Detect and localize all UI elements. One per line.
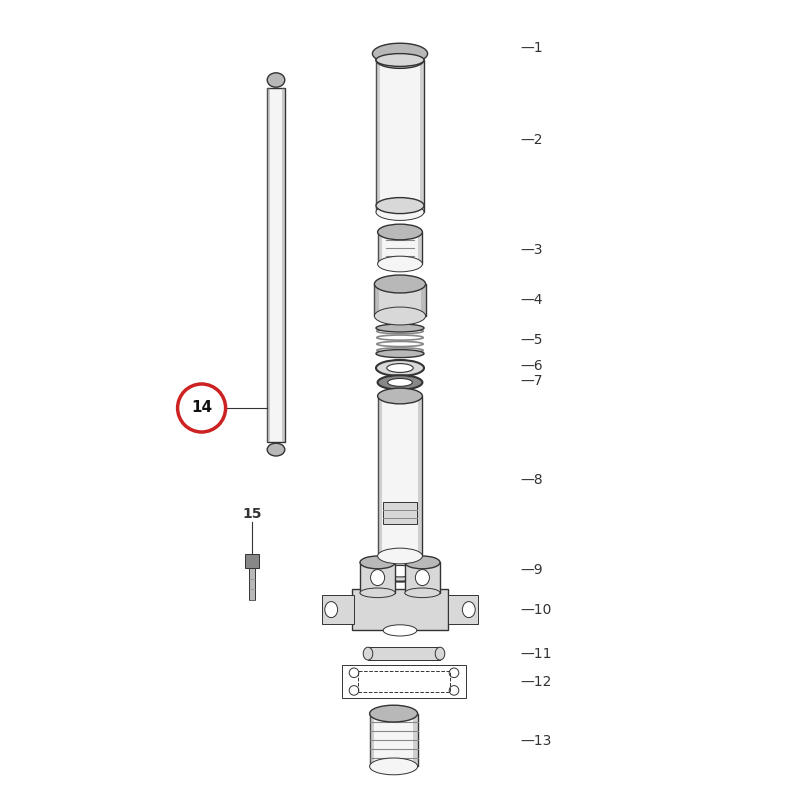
Bar bbox=[414, 714, 418, 766]
Bar bbox=[267, 88, 270, 442]
Bar bbox=[374, 284, 379, 316]
Bar bbox=[378, 396, 382, 556]
Text: —13: —13 bbox=[520, 734, 551, 748]
Ellipse shape bbox=[378, 375, 422, 390]
Bar bbox=[374, 284, 426, 316]
Ellipse shape bbox=[376, 44, 424, 60]
Bar bbox=[376, 60, 424, 212]
Ellipse shape bbox=[376, 54, 424, 66]
Ellipse shape bbox=[376, 198, 424, 214]
Bar bbox=[448, 595, 478, 624]
Bar bbox=[420, 60, 424, 212]
Ellipse shape bbox=[267, 73, 285, 87]
Ellipse shape bbox=[370, 706, 418, 722]
Text: —3: —3 bbox=[520, 242, 542, 257]
Ellipse shape bbox=[363, 647, 373, 660]
Bar bbox=[421, 284, 426, 316]
Ellipse shape bbox=[405, 556, 440, 569]
Ellipse shape bbox=[360, 588, 395, 598]
Ellipse shape bbox=[383, 566, 417, 577]
Bar bbox=[342, 665, 466, 698]
Ellipse shape bbox=[360, 556, 395, 569]
Bar bbox=[370, 714, 374, 766]
Bar bbox=[378, 232, 422, 264]
Ellipse shape bbox=[378, 548, 422, 564]
Bar bbox=[418, 396, 422, 556]
Text: —8: —8 bbox=[520, 473, 542, 487]
Text: —7: —7 bbox=[520, 374, 542, 388]
Text: —9: —9 bbox=[520, 563, 542, 578]
Text: —10: —10 bbox=[520, 602, 551, 617]
Bar bbox=[368, 647, 440, 660]
Bar bbox=[376, 60, 380, 212]
Ellipse shape bbox=[376, 51, 424, 69]
Ellipse shape bbox=[435, 647, 445, 660]
Ellipse shape bbox=[378, 224, 422, 240]
Ellipse shape bbox=[370, 561, 430, 582]
Text: —11: —11 bbox=[520, 646, 551, 661]
Ellipse shape bbox=[383, 625, 417, 636]
Ellipse shape bbox=[370, 570, 385, 586]
Text: —2: —2 bbox=[520, 133, 542, 147]
Bar bbox=[405, 562, 440, 593]
Ellipse shape bbox=[370, 758, 418, 774]
Ellipse shape bbox=[387, 363, 414, 372]
Ellipse shape bbox=[378, 388, 422, 404]
Bar bbox=[282, 88, 285, 442]
Ellipse shape bbox=[376, 324, 424, 332]
Bar bbox=[378, 396, 422, 556]
Ellipse shape bbox=[378, 256, 422, 272]
Text: —6: —6 bbox=[520, 358, 542, 373]
Ellipse shape bbox=[372, 43, 428, 64]
Text: —1: —1 bbox=[520, 41, 542, 55]
Text: 15: 15 bbox=[242, 506, 262, 521]
Text: —4: —4 bbox=[520, 293, 542, 307]
Ellipse shape bbox=[387, 48, 414, 56]
Bar bbox=[378, 232, 382, 264]
Ellipse shape bbox=[374, 275, 426, 293]
Ellipse shape bbox=[462, 602, 475, 618]
Bar bbox=[418, 232, 422, 264]
Ellipse shape bbox=[325, 602, 338, 618]
Bar bbox=[358, 671, 450, 692]
Ellipse shape bbox=[267, 443, 285, 456]
Bar bbox=[382, 502, 418, 524]
Ellipse shape bbox=[405, 588, 440, 598]
Bar bbox=[267, 88, 285, 442]
Bar bbox=[360, 562, 395, 593]
Text: 14: 14 bbox=[191, 401, 212, 415]
Text: —12: —12 bbox=[520, 674, 551, 689]
Ellipse shape bbox=[376, 350, 424, 358]
Ellipse shape bbox=[374, 307, 426, 325]
Bar bbox=[245, 554, 259, 568]
Bar bbox=[370, 714, 418, 766]
Ellipse shape bbox=[388, 378, 412, 386]
Ellipse shape bbox=[376, 204, 424, 221]
Ellipse shape bbox=[415, 570, 430, 586]
Bar bbox=[352, 589, 448, 630]
Text: —5: —5 bbox=[520, 333, 542, 347]
Bar bbox=[249, 568, 255, 600]
Ellipse shape bbox=[376, 360, 424, 376]
Bar bbox=[322, 595, 354, 624]
